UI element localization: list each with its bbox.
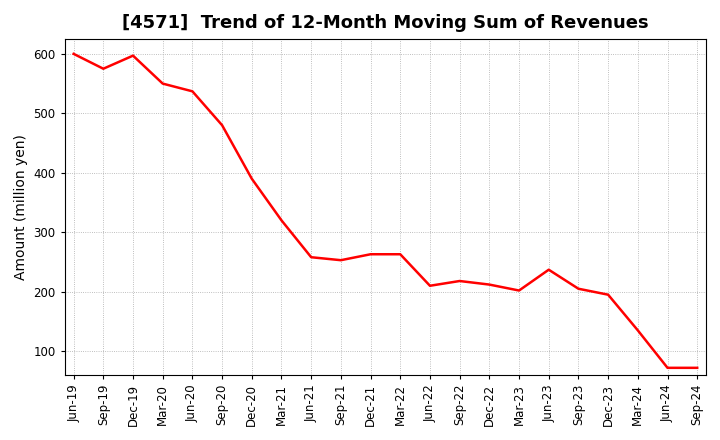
Title: [4571]  Trend of 12-Month Moving Sum of Revenues: [4571] Trend of 12-Month Moving Sum of R… xyxy=(122,14,649,32)
Y-axis label: Amount (million yen): Amount (million yen) xyxy=(14,134,28,280)
